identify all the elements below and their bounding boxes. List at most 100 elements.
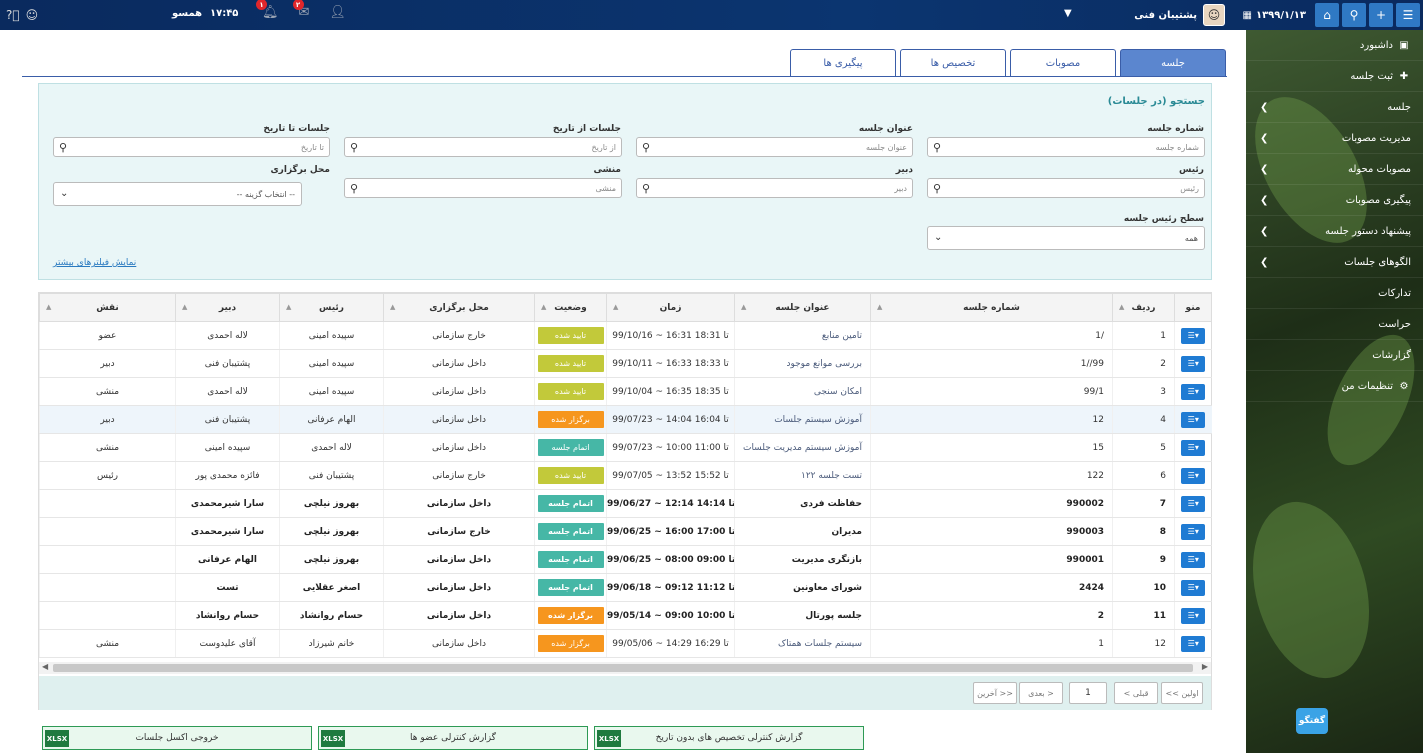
venue-cell: داخل سازمانی [383,545,535,574]
sidebar-item-resolutions-management[interactable]: مدیریت مصوبات ❮ [1246,123,1423,154]
meeting-title-input[interactable]: عنوان جلسه ⚲ [636,137,913,157]
row-menu-button[interactable]: ☰▾ [1181,355,1206,372]
sidebar-item-register-meeting[interactable]: ✚ ثبت جلسه [1246,61,1423,92]
horizontal-scrollbar[interactable]: ◀ ▶ [39,662,1211,674]
row-menu-button[interactable]: ☰▾ [1181,495,1206,512]
chair-label: رئیس [1179,165,1204,175]
last-page-button[interactable]: آخرین >> [973,682,1017,704]
table-row[interactable]: الهام عرفانی بهروز نیلچی داخل سازمانی اتمام… [39,545,1212,574]
secretary-input[interactable]: دبیر ⚲ [636,178,913,198]
search-icon: ⚲ [350,182,359,195]
home-button[interactable]: ⌂ [1315,3,1339,27]
sidebar-item-meeting[interactable]: جلسه ❮ [1246,92,1423,123]
sidebar-item-reports[interactable]: گزارشات [1246,340,1423,371]
table-row[interactable]: رئیس فائزه محمدی پور پشتیبان فنی خارج سازما… [39,461,1212,490]
tab-resolutions[interactable]: مصوبات [1010,49,1116,76]
user-menu[interactable]: ☺ پشتیبان فنی [1134,2,1225,28]
next-page-button[interactable]: بعدی > [1019,682,1063,704]
chair-level-select[interactable]: همه ⌄ [927,226,1205,250]
table-row[interactable]: منشی لاله احمدی سپیده امینی داخل سازمانی تای… [39,377,1212,406]
more-filters-link[interactable]: نمایش فیلترهای بیشتر [53,258,137,268]
tab-meeting[interactable]: جلسه [1120,49,1226,76]
search-button[interactable]: ⚲ [1342,3,1366,27]
row-menu-button[interactable]: ☰▾ [1181,579,1206,596]
col-row[interactable]: ▲ ردیف [1112,293,1175,322]
col-venue[interactable]: ▲ محل برگزاری [383,293,535,322]
sidebar-item-my-settings[interactable]: ⚙ تنظیمات من [1246,371,1423,402]
table-header-row: ▲ نقش ▲ دبیر ▲ رئیس ▲ محل برگزاری ▲ وضعیت ▲ زم… [39,293,1212,322]
row-menu-button[interactable]: ☰▾ [1181,523,1206,540]
table-row[interactable]: منشی سپیده امینی لاله احمدی داخل سازمانی اتم… [39,433,1212,462]
row-menu-button[interactable]: ☰▾ [1181,411,1206,428]
table-row[interactable]: سارا شیرمحمدی بهروز نیلچی داخل سازمانی اتما… [39,489,1212,518]
table-row[interactable]: عضو لاله احمدی سپیده امینی خارج سازمانی تایی… [39,321,1212,350]
table-row[interactable]: تست اصغر عقلایی داخل سازمانی اتمام جلسه 99/0… [39,573,1212,602]
to-date-input[interactable]: تا تاریخ ⚲ [53,137,330,157]
row-menu-button[interactable]: ☰▾ [1181,327,1206,344]
sidebar-item-logistics[interactable]: تدارکات [1246,278,1423,309]
clerk-input[interactable]: منشی ⚲ [344,178,622,198]
row-menu-cell: ☰▾ [1174,405,1212,434]
menu-toggle-button[interactable]: ☰ [1396,3,1420,27]
table-row[interactable]: منشی آقای علیدوست خانم شیرزاد داخل سازمانی ب… [39,629,1212,658]
help-icon[interactable]: ?⃝ [6,8,20,22]
sidebar-item-templates[interactable]: الگوهای جلسات ❮ [1246,247,1423,278]
sidebar-item-agenda-proposal[interactable]: پیشنهاد دستور جلسه ❮ [1246,216,1423,247]
scroll-right-icon[interactable]: ▶ [1201,662,1208,671]
first-page-button[interactable]: << اولین [1161,682,1203,704]
add-button[interactable]: + [1369,3,1393,27]
secretary-cell: سپیده امینی [175,433,280,462]
sidebar-item-security[interactable]: حراست [1246,309,1423,340]
col-number[interactable]: ▲ شماره جلسه [870,293,1113,322]
export-members-report-button[interactable]: XLSX گزارش کنترلی عضو ها [318,726,588,750]
sidebar-item-dashboard[interactable]: ▣ داشبورد [1246,30,1423,61]
prev-page-button[interactable]: < قبلی [1114,682,1158,704]
chat-button[interactable]: گفتگو [1296,708,1328,734]
chair-input[interactable]: رئیس ⚲ [927,178,1205,198]
row-menu-button[interactable]: ☰▾ [1181,635,1206,652]
tab-assignments[interactable]: تخصیص ها [900,49,1006,76]
row-menu-button[interactable]: ☰▾ [1181,467,1206,484]
row-menu-button[interactable]: ☰▾ [1181,439,1206,456]
table-row[interactable]: حسام روانشاد حسام روانشاد داخل سازمانی برگز… [39,601,1212,630]
meeting-number-input[interactable]: شماره جلسه ⚲ [927,137,1205,157]
row-number-cell: 5 [1112,433,1175,462]
row-menu-button[interactable]: ☰▾ [1181,607,1206,624]
col-title[interactable]: ▲ عنوان جلسه [734,293,871,322]
col-status[interactable]: ▲ وضعیت [534,293,607,322]
number-cell: 2 [870,601,1113,630]
row-menu-button[interactable]: ☰▾ [1181,551,1206,568]
tab-follow-ups[interactable]: پیگیری ها [790,49,896,76]
export-meetings-excel-button[interactable]: XLSX خروجی اکسل جلسات [42,726,312,750]
col-time[interactable]: ▲ زمان [606,293,735,322]
table-row[interactable]: سارا شیرمحمدی بهروز نیلچی خارج سازمانی اتما… [39,517,1212,546]
sidebar-item-follow-up[interactable]: پیگیری مصوبات ❮ [1246,185,1423,216]
search-icon: ⚲ [642,141,651,154]
caret-down-icon[interactable]: ▼ [1064,8,1072,19]
from-date-input[interactable]: از تاریخ ⚲ [344,137,622,157]
table-row[interactable]: دبیر پشتیبان فنی سپیده امینی داخل سازمانی تا… [39,349,1212,378]
number-cell: 2424 [870,573,1113,602]
venue-select[interactable]: -- انتخاب گزینه -- ⌄ [53,182,302,206]
venue-cell: داخل سازمانی [383,601,535,630]
export-undated-assignments-button[interactable]: XLSX گزارش کنترلی تخصیص های بدون تاریخ [594,726,864,750]
col-chair[interactable]: ▲ رئیس [279,293,384,322]
status-cell: تایید شده [534,461,607,490]
table-row[interactable]: دبیر پشتیبان فنی الهام عرفانی داخل سازمانی ب… [39,405,1212,434]
venue-cell: داخل سازمانی [383,629,535,658]
smile-icon[interactable]: ☺ [25,8,39,22]
col-secretary[interactable]: ▲ دبیر [175,293,280,322]
col-role[interactable]: ▲ نقش [39,293,176,322]
row-menu-button[interactable]: ☰▾ [1181,383,1206,400]
scroll-left-icon[interactable]: ◀ [42,662,49,671]
sidebar-item-assigned-resolutions[interactable]: مصوبات محوله ❮ [1246,154,1423,185]
mail-icon[interactable]: ✉ ۲ [292,0,309,20]
page-number-input[interactable]: 1 [1069,682,1107,704]
scroll-thumb[interactable] [53,664,1193,672]
title-cell: جلسه پورتال [734,601,871,630]
users-icon[interactable]: 👤︎ [329,5,346,20]
status-badge: برگزار شده [537,411,604,428]
chevron-left-icon: ❮ [1260,101,1269,113]
number-cell: 990003 [870,517,1113,546]
bell-icon[interactable]: 🔔︎ ۱ [256,0,279,20]
